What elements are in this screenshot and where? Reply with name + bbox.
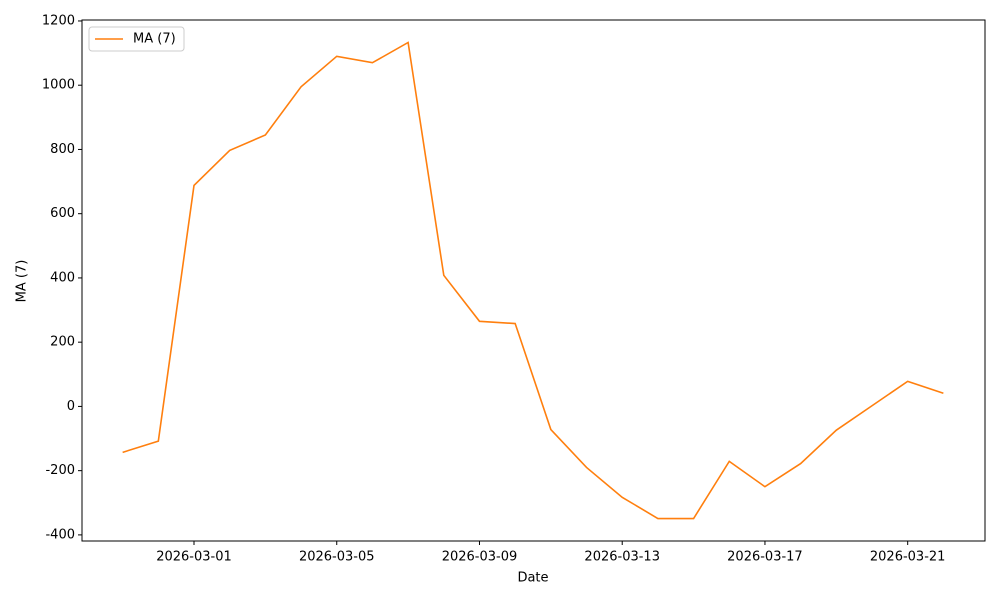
x-tick-label: 2026-03-17: [727, 550, 803, 565]
y-tick-label: 400: [50, 270, 75, 285]
y-tick-label: -400: [45, 527, 75, 542]
legend-label: MA (7): [133, 32, 176, 47]
x-tick-label: 2026-03-21: [870, 550, 946, 565]
y-tick-label: 1200: [42, 13, 75, 28]
line-series: [122, 41, 944, 520]
y-tick-label: 1000: [42, 78, 75, 93]
y-tick-label: -200: [45, 463, 75, 478]
x-tick-label: 2026-03-05: [299, 550, 375, 565]
y-tick-label: 0: [67, 399, 75, 414]
y-tick-label: 800: [50, 142, 75, 157]
legend-box: [88, 26, 185, 52]
x-tick-label: 2026-03-09: [442, 550, 518, 565]
y-tick-label: 600: [50, 206, 75, 221]
plot-frame: [81, 19, 986, 542]
x-tick-label: 2026-03-13: [584, 550, 660, 565]
y-axis-label: MA (7): [15, 260, 30, 303]
x-tick-label: 2026-03-01: [156, 550, 232, 565]
y-tick-label: 200: [50, 335, 75, 350]
x-axis-label: Date: [517, 571, 548, 586]
